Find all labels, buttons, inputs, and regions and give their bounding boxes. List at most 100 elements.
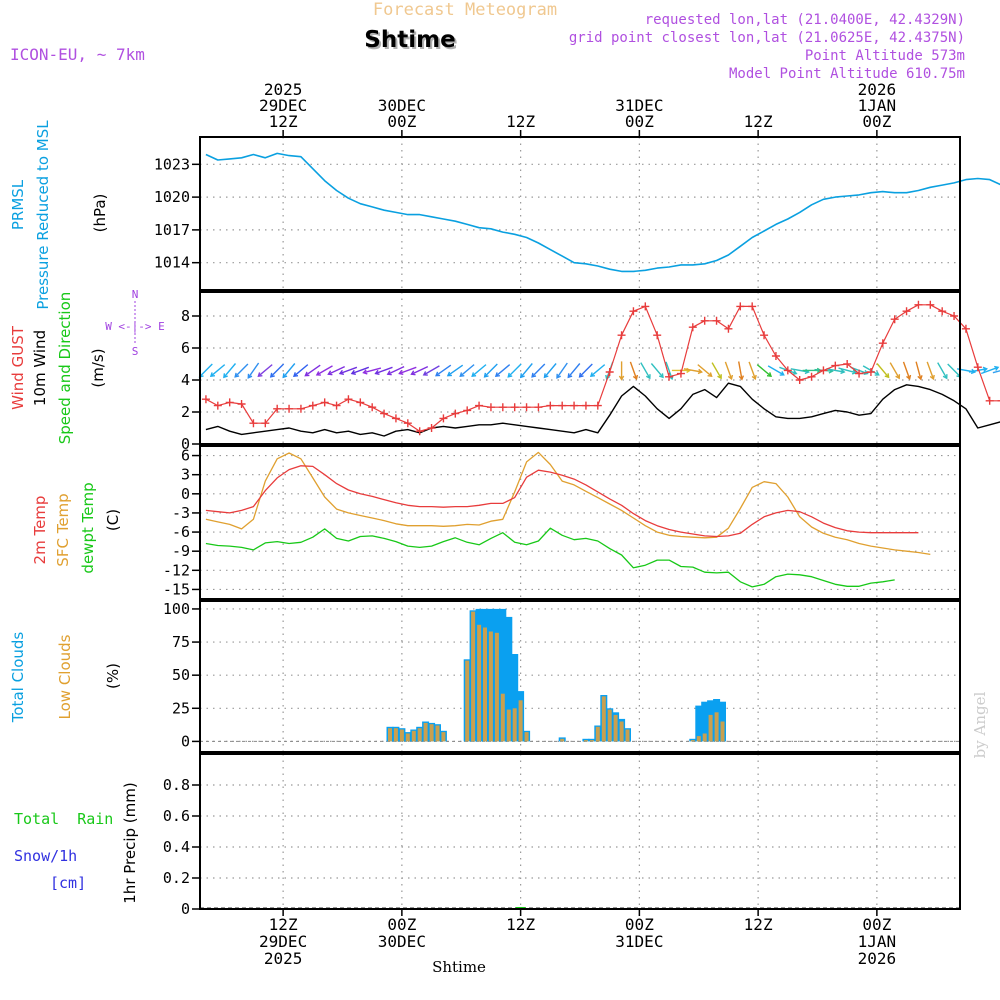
y-tick-label: 6	[181, 339, 190, 357]
wind-arrow-head	[792, 369, 798, 375]
wind-gust-marker	[961, 324, 970, 333]
wind-arrow-head	[618, 375, 625, 381]
wind-gust-marker	[332, 401, 341, 410]
wind-arrow-shaft	[640, 362, 651, 379]
x-tick-label-bottom: 12Z	[269, 915, 298, 934]
wind-gust-marker	[617, 331, 626, 340]
wind-gust-marker	[427, 424, 436, 432]
x-tick-label-top: 1JAN	[858, 96, 897, 115]
y-tick-label: 1017	[154, 221, 190, 239]
wind-arrow-head	[338, 369, 345, 375]
wind-gust-marker	[605, 368, 614, 376]
wind-arrow-head	[223, 373, 228, 379]
y-tick-label: 0.6	[163, 807, 190, 825]
wind-gust-marker	[415, 427, 424, 436]
wind-arrow-shaft	[387, 365, 405, 375]
panel-frame	[199, 136, 961, 291]
temp-label-sfc: SFC Temp	[54, 493, 72, 566]
wind-gust-marker	[831, 361, 840, 370]
x-tick-label-bottom: 00Z	[862, 915, 891, 934]
y-tick-label: 1023	[154, 155, 190, 173]
low-clouds-bar	[690, 740, 695, 742]
wind-gust-marker	[866, 368, 875, 376]
wind-gust-marker	[795, 376, 804, 384]
wind-gust-marker	[807, 372, 816, 381]
wind-arrow-shaft	[980, 366, 999, 375]
wind-gust-marker	[486, 403, 495, 412]
wind-arrow-shaft	[629, 361, 638, 380]
wind-arrow-head	[494, 372, 500, 378]
wind-gust-marker	[558, 401, 567, 410]
wind-arrow-head	[994, 365, 1000, 371]
footer-location-label: Shtime	[432, 958, 486, 976]
wind-arrow-head	[589, 372, 595, 378]
wind-arrow-shaft	[579, 363, 593, 378]
total-clouds-bar	[695, 705, 703, 742]
wind-gust-marker	[593, 401, 602, 410]
wind-arrow-shaft	[282, 363, 296, 378]
wind-gust-marker	[641, 302, 650, 311]
wind-arrow-shaft	[531, 363, 546, 378]
low-clouds-bar	[601, 696, 606, 742]
low-clouds-bar	[411, 730, 416, 742]
y-tick-label: -12	[163, 561, 190, 579]
y-tick-label: 0.4	[163, 838, 190, 856]
wind-arrow-shaft	[399, 366, 417, 375]
low-clouds-bar	[714, 712, 719, 742]
wind-gust-marker	[902, 307, 911, 316]
wind-arrow-shaft	[423, 365, 440, 376]
wind-arrow-shaft	[889, 362, 900, 379]
x-tick-label-top: 00Z	[387, 112, 416, 131]
temp-label-2m: 2m Temp	[31, 496, 49, 565]
wind-gust-marker	[570, 401, 579, 410]
wind-arrow-shaft	[915, 361, 922, 380]
compass-south: S	[132, 345, 139, 358]
axis-layer: 101410171020102302468-15-12-9-6-30360255…	[154, 80, 896, 968]
total-clouds-bar	[505, 616, 513, 742]
grid-point-label: grid point closest lon,lat (21.0625E, 42…	[569, 30, 965, 46]
low-clouds-bar	[465, 660, 470, 742]
wind-arrow-shaft	[902, 361, 911, 380]
wind-gust-marker	[368, 403, 377, 412]
wind-arrow-shaft	[590, 364, 606, 377]
wind-arrow-head	[435, 371, 441, 377]
y-tick-label: -3	[172, 504, 190, 522]
wind-gust-marker	[451, 409, 460, 418]
temp-2m-line	[205, 465, 919, 538]
precip-label-snow-unit: [cm]	[50, 874, 86, 892]
low-clouds-bar	[399, 729, 404, 742]
wind-gust-marker	[736, 302, 745, 311]
wind-arrow-head	[942, 374, 948, 380]
wind-arrow-shaft	[199, 363, 213, 378]
wind-gust-marker	[356, 398, 365, 407]
wind-arrow-head	[929, 374, 935, 381]
wind-arrow-shaft	[328, 365, 345, 375]
wind-gust-marker	[629, 307, 638, 316]
x-tick-label-top: 12Z	[744, 112, 773, 131]
pressure-unit: (hPa)	[91, 194, 109, 233]
wind-gust-marker	[391, 414, 400, 423]
wind-arrow-head	[315, 371, 321, 376]
wind-arrow-shaft	[738, 361, 743, 380]
wind-arrow-head	[471, 372, 477, 378]
wind-gust-marker	[653, 331, 662, 340]
wind-speed-line	[205, 382, 1000, 437]
wind-arrow-head	[398, 369, 404, 375]
wind-arrow-head	[645, 374, 651, 380]
wind-gust-marker	[308, 401, 317, 410]
low-clouds-bar	[560, 738, 565, 742]
wind-gust-marker	[985, 396, 994, 405]
wind-arrow-shaft	[826, 368, 845, 373]
low-clouds-bar	[488, 631, 493, 742]
wind-arrow-shaft	[567, 363, 581, 378]
wind-arrow-head	[895, 374, 901, 380]
wind-gust-marker	[950, 312, 959, 320]
wind-gust-marker	[676, 369, 685, 378]
wind-arrow-shaft	[947, 363, 961, 378]
wind-gust-marker	[771, 352, 780, 360]
wind-gust-marker	[914, 300, 923, 309]
compass-north: N	[132, 288, 139, 301]
wind-gust-marker	[760, 331, 769, 340]
wind-arrow-shaft	[697, 364, 713, 377]
product-title: Forecast Meteogram	[373, 0, 557, 20]
